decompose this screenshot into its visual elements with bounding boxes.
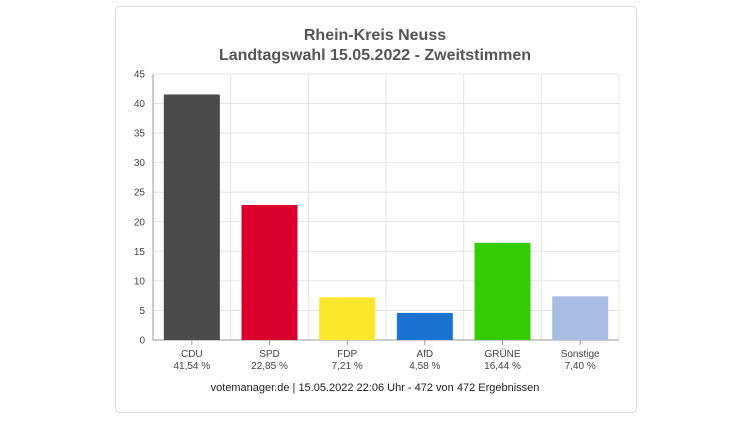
chart-subtitle: Landtagswahl 15.05.2022 - Zweitstimmen (218, 47, 532, 64)
bar-cdu (163, 94, 220, 340)
x-tick-label: AfD (416, 349, 433, 360)
bar-afd (396, 312, 453, 340)
y-tick-label: 30 (134, 158, 146, 169)
x-tick-label: SPD (259, 349, 280, 360)
value-label: 41,54 % (173, 361, 210, 372)
y-tick-label: 10 (134, 276, 146, 287)
value-label: 7,21 % (332, 361, 363, 372)
value-label: 22,85 % (251, 361, 288, 372)
value-label: 4,58 % (409, 361, 440, 372)
bar-fdp (319, 297, 376, 340)
y-tick-label: 5 (139, 306, 145, 317)
value-label: 7,40 % (565, 361, 596, 372)
chart-title: Rhein-Kreis Neuss (303, 27, 447, 44)
y-tick-label: 35 (134, 129, 146, 140)
y-tick-label: 15 (134, 247, 146, 258)
y-tick-label: 20 (134, 217, 146, 228)
x-tick-label: Sonstige (561, 349, 600, 360)
y-tick-label: 0 (139, 336, 145, 347)
x-tick-label: CDU (181, 349, 203, 360)
bar-spd (241, 204, 298, 340)
y-tick-label: 40 (134, 99, 146, 110)
bar-grüne (474, 242, 531, 340)
x-tick-label: FDP (337, 349, 357, 360)
bar-sonstige (552, 296, 609, 340)
chart-footer: votemanager.de | 15.05.2022 22:06 Uhr - … (210, 382, 540, 394)
y-tick-label: 25 (134, 188, 146, 199)
x-tick-label: GRÜNE (484, 348, 520, 360)
y-tick-label: 45 (134, 70, 146, 81)
value-label: 16,44 % (484, 361, 521, 372)
